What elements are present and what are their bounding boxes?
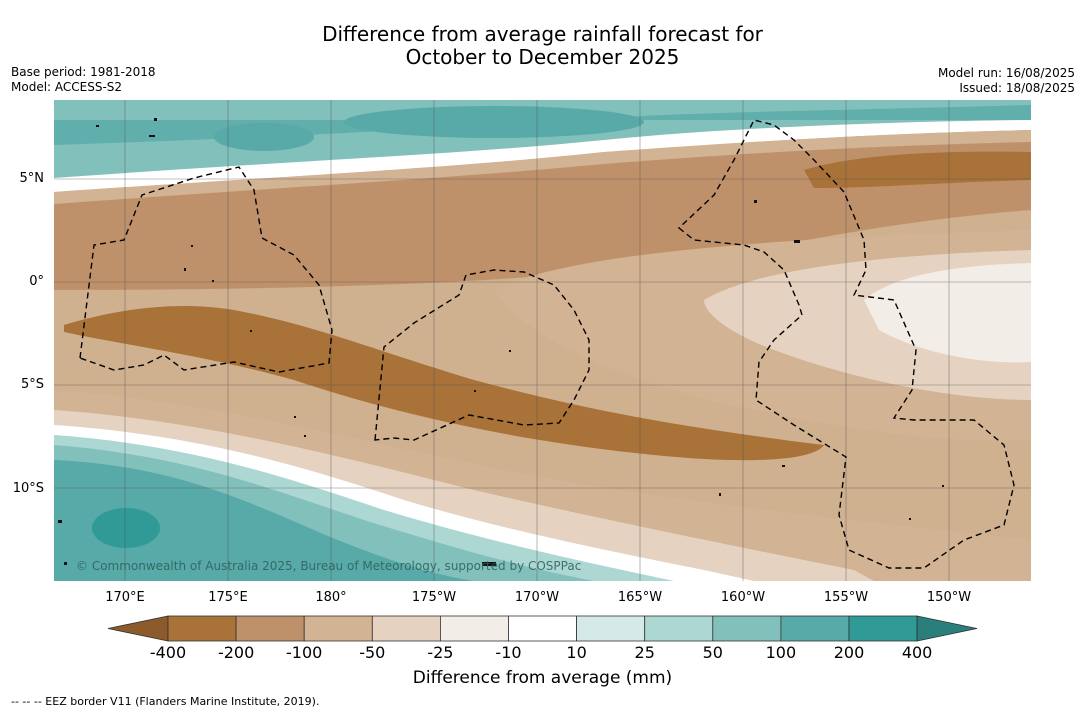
- model-name: Model: ACCESS-S2: [11, 80, 123, 94]
- lon-label: 150°W: [926, 590, 972, 605]
- colorbar-tick-label: 25: [634, 643, 655, 662]
- lat-label: 10°S: [12, 481, 44, 496]
- colorbar-tick-label: -400: [149, 643, 187, 662]
- colorbar-segment: [439, 615, 509, 642]
- map-title-line2: October to December 2025: [405, 45, 680, 69]
- colorbar-segment: [780, 615, 850, 642]
- colorbar-tick-label: -200: [217, 643, 255, 662]
- colorbar-tick-label: 400: [901, 643, 933, 662]
- lat-label: 0°: [29, 274, 44, 289]
- north-wet-blob: [344, 106, 644, 138]
- colorbar-tick-label: 100: [765, 643, 797, 662]
- north-transition-tan: [54, 130, 1031, 204]
- colorbar-tick-label: 10: [566, 643, 587, 662]
- colorbar-arrow-high: [916, 615, 978, 642]
- lat-label: 5°S: [20, 377, 44, 392]
- graticule: [54, 100, 1031, 581]
- meta-left: Base period: 1981-2018 Model: ACCESS-S2: [11, 65, 156, 95]
- lon-label: 175°W: [411, 590, 457, 605]
- colorbar-tick-label: 50: [702, 643, 723, 662]
- lon-label: 155°W: [823, 590, 869, 605]
- lon-label: 170°W: [514, 590, 560, 605]
- colorbar-segment: [576, 615, 646, 642]
- equatorial-lightest: [864, 263, 1031, 363]
- lat-label: 5°N: [19, 171, 45, 186]
- colorbar-segment: [712, 615, 782, 642]
- lon-label: 160°W: [720, 590, 766, 605]
- lon-label: 170°E: [105, 590, 145, 605]
- colorbar-segment: [644, 615, 714, 642]
- colorbar-tick-label: -100: [286, 643, 323, 662]
- colorbar-segment: [508, 615, 577, 642]
- model-run: Model run: 16/08/2025: [937, 66, 1075, 80]
- colorbar-segment: [371, 615, 441, 642]
- colorbar-tick-label: -25: [427, 643, 454, 662]
- lon-label: 175°E: [208, 590, 248, 605]
- north-transition: [54, 120, 1031, 192]
- colorbar-segment: [848, 615, 918, 642]
- colorbar-tick-label: 200: [833, 643, 865, 662]
- north-wet-blob: [214, 123, 314, 151]
- eez-footnote: -- -- -- EEZ border V11 (Flanders Marine…: [11, 695, 320, 708]
- colorbar-segment: [235, 615, 305, 642]
- colorbar-tick-label: -10: [495, 643, 522, 662]
- colorbar-tick-label: -50: [359, 643, 386, 662]
- island-markers: [58, 118, 944, 566]
- colorbar: [107, 615, 978, 642]
- very-dry-ribbon: [64, 305, 824, 461]
- colorbar-segment: [167, 615, 237, 642]
- colorbar-segment: [303, 615, 373, 642]
- south-wet-core: [92, 508, 160, 548]
- base-period: Base period: 1981-2018: [11, 65, 156, 79]
- map-title-line1: Difference from average rainfall forecas…: [322, 22, 763, 46]
- copyright-notice: © Commonwealth of Australia 2025, Bureau…: [76, 559, 581, 573]
- south-wet-band-3: [54, 460, 474, 581]
- lon-label: 180°: [315, 590, 347, 605]
- colorbar-arrow-low: [107, 615, 169, 642]
- meta-right: Model run: 16/08/2025 Issued: 18/08/2025: [938, 66, 1075, 96]
- eez-borders: [79, 119, 1015, 569]
- colorbar-title: Difference from average (mm): [412, 668, 673, 688]
- rainfall-map: © Commonwealth of Australia 2025, Bureau…: [54, 100, 1031, 581]
- issued-date: Issued: 18/08/2025: [959, 81, 1075, 95]
- lon-label: 165°W: [617, 590, 663, 605]
